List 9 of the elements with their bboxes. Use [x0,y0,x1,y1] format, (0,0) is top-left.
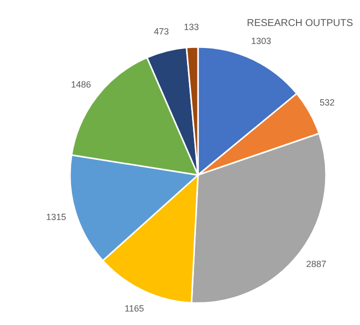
chart-title: RESEARCH OUTPUTS [246,18,354,30]
data-label: 1315 [46,212,66,222]
data-label: 133 [184,22,199,32]
data-label: 1486 [70,79,91,90]
data-label: 1165 [124,304,144,314]
data-label: 2887 [306,259,326,270]
data-label: 473 [154,26,169,37]
data-label: 532 [320,98,335,108]
data-label: 1303 [251,36,272,46]
